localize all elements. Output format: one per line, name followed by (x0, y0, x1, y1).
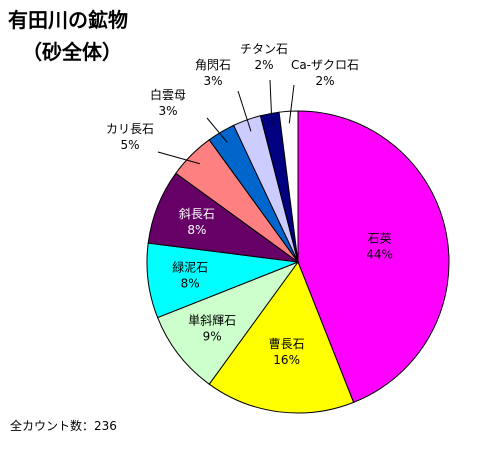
slice-percent-label: 2% (315, 74, 334, 88)
slice-percent-label: 16% (273, 353, 300, 367)
slice-name-label: 曹長石 (269, 337, 305, 351)
leader-line (237, 90, 252, 132)
slice-percent-label: 3% (203, 74, 222, 88)
chart-subtitle: （砂全体） (22, 40, 122, 64)
slice-name-label: チタン石 (240, 42, 288, 56)
slice-name-label: 白雲母 (150, 87, 186, 102)
slice-name-label: 緑泥石 (172, 260, 208, 275)
chart-title: 有田川の鉱物 (8, 8, 128, 32)
slice-name-label: 角閃石 (195, 58, 231, 72)
slice-percent-label: 8% (181, 277, 200, 291)
leader-line (288, 84, 295, 124)
pie-slice (278, 110, 299, 263)
pie-slice (208, 260, 355, 414)
labels-layer: 石英 44% 曹長石 16% 単斜輝石 9% 緑泥石 8% 斜長石 8% カリ長石 5% 白雲母 3% 角閃… (106, 42, 393, 367)
slice-name-label: 単斜輝石 (188, 314, 236, 328)
leader-line (206, 117, 228, 143)
slice-name-label: Ca-ザクロ石 (291, 58, 359, 72)
total-count-note: 全カウント数：236 (10, 419, 117, 433)
slice-name-label: 斜長石 (179, 207, 215, 221)
slices-layer (146, 110, 450, 414)
pie-slice (297, 110, 450, 404)
leader-lines-layer (157, 79, 295, 165)
slice-name-label: 石英 (368, 231, 392, 245)
slice-percent-label: 5% (120, 138, 139, 152)
slice-percent-label: 3% (158, 104, 177, 118)
leader-line (269, 79, 273, 126)
pie-slice (156, 260, 300, 385)
slice-percent-label: 44% (366, 247, 393, 261)
slice-percent-label: 2% (254, 58, 273, 72)
leader-line (157, 151, 200, 165)
slice-percent-label: 9% (203, 330, 222, 344)
slice-name-label: カリ長石 (106, 122, 154, 136)
slice-percent-label: 8% (187, 223, 206, 237)
